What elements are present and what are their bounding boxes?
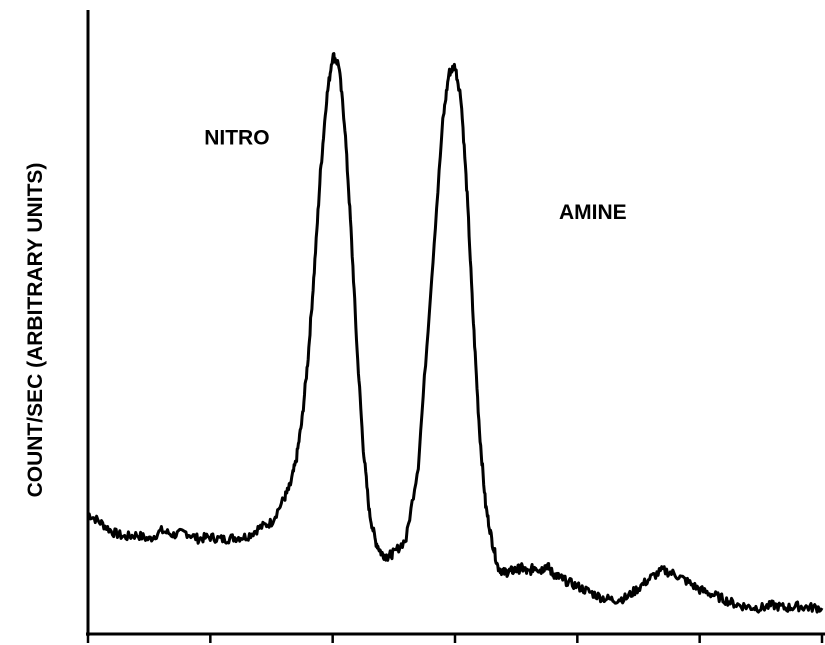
annotations: NITRO AMINE <box>204 127 626 224</box>
y-axis-label: COUNT/SEC (ARBITRARY UNITS) <box>24 163 47 498</box>
annotation-nitro: NITRO <box>204 127 269 150</box>
series-layer <box>87 52 824 614</box>
annotation-amine: AMINE <box>559 201 627 224</box>
series-line-0 <box>87 52 824 614</box>
x-ticks <box>86 634 824 643</box>
y-axis-label-group: COUNT/SEC (ARBITRARY UNITS) <box>24 163 47 498</box>
x-axis <box>86 632 825 643</box>
